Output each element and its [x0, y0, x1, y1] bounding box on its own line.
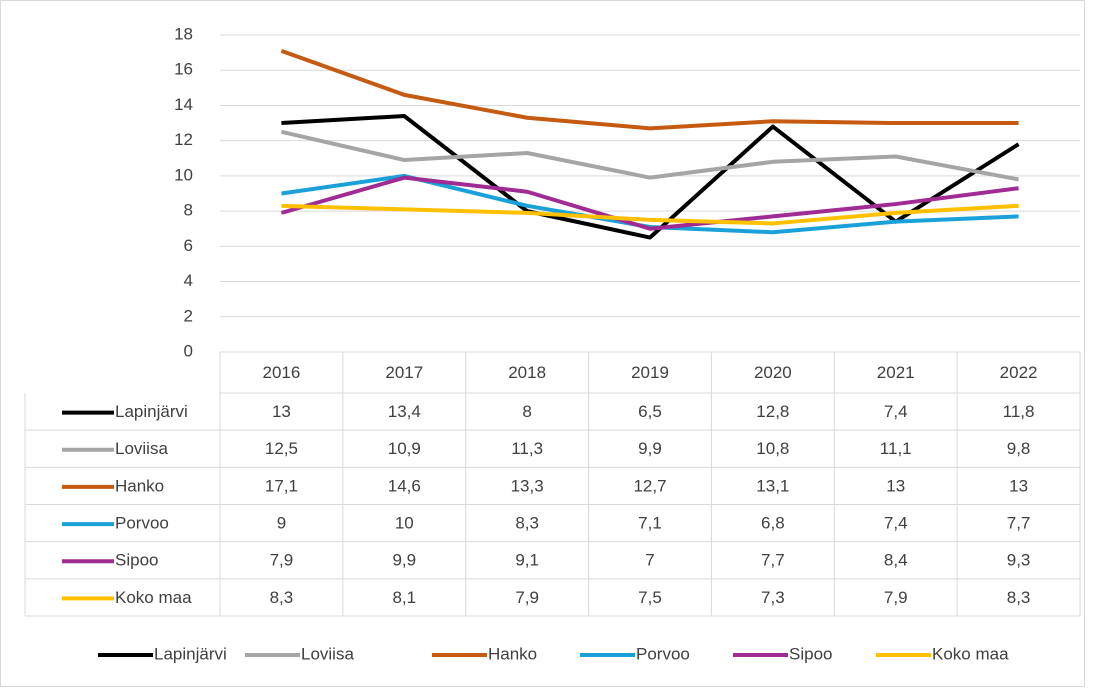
table-cell: 14,6 [388, 476, 421, 495]
table-cell: 11,1 [880, 439, 912, 458]
table-cell: 11,8 [1003, 402, 1035, 421]
table-row-label: Koko maa [115, 588, 192, 607]
x-tick-label: 2021 [877, 363, 915, 382]
y-tick-label: 4 [184, 271, 193, 290]
y-tick-label: 14 [174, 95, 193, 114]
table-cell: 7,7 [761, 551, 785, 570]
x-tick-label: 2018 [508, 363, 546, 382]
table-row-label: Lapinjärvi [115, 402, 188, 421]
table-cell: 7,1 [638, 514, 662, 533]
legend-label: Porvoo [636, 644, 690, 663]
x-tick-label: 2022 [1000, 363, 1038, 382]
table-cell: 9,8 [1007, 439, 1031, 458]
legend-label: Loviisa [301, 644, 354, 663]
y-tick-label: 8 [184, 201, 193, 220]
table-cell: 13 [272, 402, 291, 421]
table-cell: 9,9 [638, 439, 662, 458]
table-row-label: Loviisa [115, 439, 168, 458]
line-series [281, 203, 1019, 226]
table-cell: 12,7 [633, 476, 666, 495]
table-cell: 7,9 [515, 588, 539, 607]
table-cell: 7,4 [884, 514, 908, 533]
table-cell: 7,7 [1007, 514, 1031, 533]
table-cell: 7,9 [884, 588, 908, 607]
line-series [280, 175, 1019, 231]
table-cell: 9,1 [515, 551, 539, 570]
table-cell: 10 [395, 514, 414, 533]
table-cell: 6,5 [638, 402, 662, 421]
table-cell: 7,4 [884, 402, 908, 421]
y-tick-label: 6 [184, 236, 193, 255]
line-series [280, 48, 1019, 131]
y-tick-label: 12 [174, 130, 193, 149]
table-cell: 13,1 [756, 476, 789, 495]
table-cell: 8 [522, 402, 531, 421]
table-cell: 7,5 [638, 588, 662, 607]
table-cell: 12,8 [756, 402, 789, 421]
table-row-label: Sipoo [115, 551, 158, 570]
y-tick-label: 2 [184, 306, 193, 325]
table-row-label: Porvoo [115, 514, 169, 533]
legend-label: Sipoo [789, 644, 832, 663]
table-cell: 17,1 [265, 476, 298, 495]
legend-label: Hanko [488, 644, 537, 663]
x-tick-label: 2020 [754, 363, 792, 382]
table-cell: 9,9 [392, 551, 416, 570]
table-cell: 13 [1009, 476, 1028, 495]
table-cell: 7,9 [270, 551, 294, 570]
table-cell: 8,4 [884, 551, 908, 570]
y-tick-label: 16 [174, 60, 193, 79]
table-cell: 13 [886, 476, 905, 495]
x-tick-label: 2017 [385, 363, 423, 382]
table-cell: 8,1 [392, 588, 416, 607]
x-tick-label: 2016 [263, 363, 301, 382]
line-series [280, 129, 1019, 182]
table-cell: 9,3 [1007, 551, 1031, 570]
table-cell: 7,3 [761, 588, 785, 607]
table-cell: 8,3 [515, 514, 539, 533]
table-cell: 6,8 [761, 514, 785, 533]
table-cell: 8,3 [270, 588, 294, 607]
table-cell: 8,3 [1007, 588, 1031, 607]
table-cell: 13,4 [388, 402, 421, 421]
y-tick-label: 18 [174, 24, 193, 43]
table-row-label: Hanko [115, 476, 164, 495]
table-cell: 9 [277, 514, 286, 533]
table-cell: 10,9 [388, 439, 421, 458]
table-cell: 13,3 [511, 476, 544, 495]
table-cell: 11,3 [511, 439, 543, 458]
table-cell: 12,5 [265, 439, 298, 458]
table-cell: 10,8 [756, 439, 789, 458]
legend-label: Koko maa [932, 644, 1009, 663]
y-tick-label: 10 [174, 165, 193, 184]
x-tick-label: 2019 [631, 363, 669, 382]
legend-label: Lapinjärvi [154, 644, 227, 663]
table-cell: 7 [645, 551, 654, 570]
y-tick-label: 0 [184, 341, 193, 360]
